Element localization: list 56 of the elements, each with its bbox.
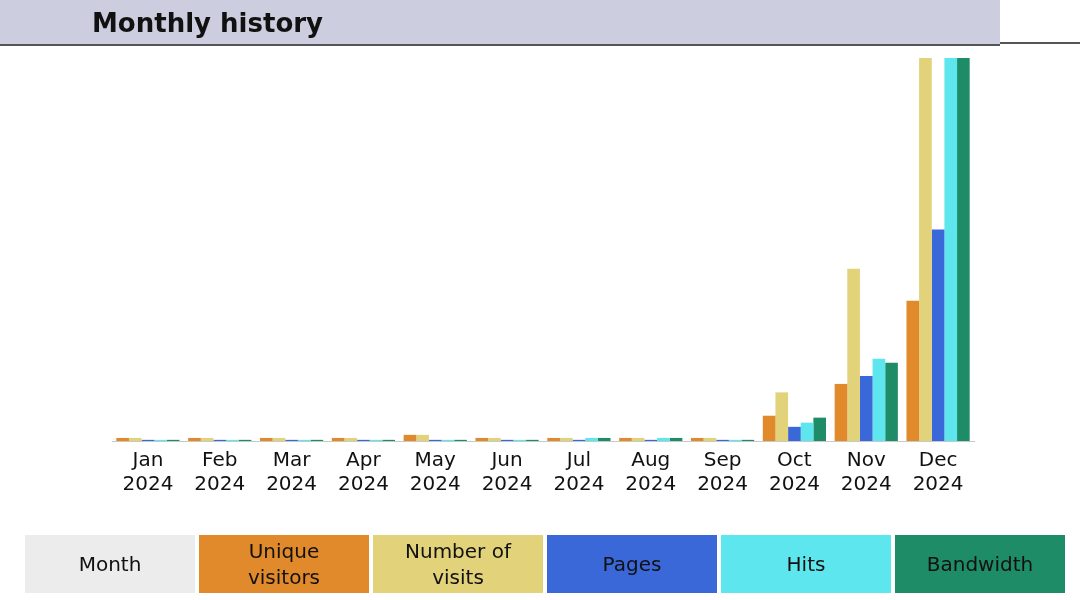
text: Pages xyxy=(602,551,662,577)
legend-title: Month xyxy=(25,535,195,593)
x-tick-label: Feb 2024 xyxy=(194,447,246,496)
bar xyxy=(775,392,789,441)
x-tick-label: Jan 2024 xyxy=(122,447,174,496)
text: Number of visits xyxy=(404,538,513,590)
text: Unique visitors xyxy=(246,538,322,590)
chart-title: Monthly history xyxy=(92,8,324,38)
bar xyxy=(834,383,848,441)
bar xyxy=(597,437,611,441)
bar xyxy=(906,300,920,441)
bar xyxy=(813,417,827,441)
bar xyxy=(200,437,214,441)
x-tick-label: Nov 2024 xyxy=(840,447,892,496)
bar xyxy=(619,437,632,441)
x-tick-label: Apr 2024 xyxy=(337,447,389,496)
bar xyxy=(788,426,801,441)
bar xyxy=(762,415,776,441)
bar xyxy=(585,437,598,441)
x-tick-label: Oct 2024 xyxy=(768,447,820,496)
bar xyxy=(800,422,814,441)
bar xyxy=(259,437,273,441)
bar xyxy=(931,229,945,441)
bar xyxy=(331,437,345,441)
bar xyxy=(690,437,704,441)
bar xyxy=(547,437,560,441)
bar xyxy=(403,434,417,441)
bar xyxy=(657,437,670,441)
bar xyxy=(872,358,886,441)
bar xyxy=(116,437,129,441)
bar xyxy=(631,437,645,441)
bar xyxy=(188,437,201,441)
bar xyxy=(957,58,970,441)
bar xyxy=(919,58,932,441)
bar xyxy=(703,437,717,441)
bar xyxy=(559,437,573,441)
bar xyxy=(475,437,489,441)
bar xyxy=(859,375,873,441)
x-tick-label: Jun 2024 xyxy=(481,447,533,496)
bar xyxy=(944,58,958,441)
bar xyxy=(669,437,683,441)
text: Bandwidth xyxy=(926,551,1034,577)
bar xyxy=(885,362,898,441)
x-tick-label: Sep 2024 xyxy=(697,447,749,496)
x-tick-label: Aug 2024 xyxy=(625,447,677,496)
x-tick-label: Mar 2024 xyxy=(266,447,318,496)
x-tick-label: May 2024 xyxy=(409,447,461,496)
bar xyxy=(416,434,429,441)
x-tick-label: Dec 2024 xyxy=(912,447,964,496)
bar xyxy=(272,437,286,441)
bar xyxy=(344,437,358,441)
text: Hits xyxy=(786,551,826,577)
bar xyxy=(488,437,501,441)
x-tick-label: Jul 2024 xyxy=(553,447,605,496)
bar xyxy=(847,268,860,441)
bar xyxy=(128,437,142,441)
